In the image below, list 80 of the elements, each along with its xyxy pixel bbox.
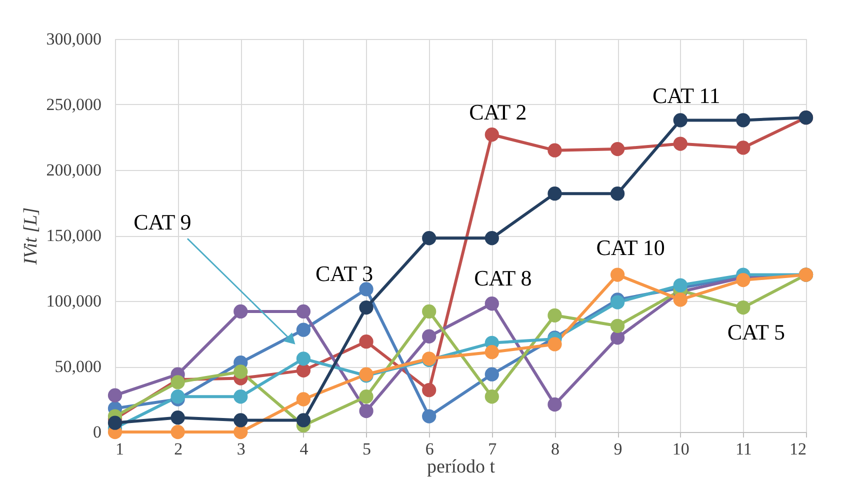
point xyxy=(170,424,185,440)
point xyxy=(296,413,311,428)
point xyxy=(736,272,750,288)
point xyxy=(548,143,562,158)
point xyxy=(673,113,688,128)
point xyxy=(484,390,499,404)
x-axis-title: período t xyxy=(426,456,496,478)
point xyxy=(296,352,311,366)
y-tick-label: 0 xyxy=(93,422,102,442)
x-tick-label: 1 xyxy=(116,440,124,458)
point xyxy=(170,410,185,425)
y-tick-label: 200,000 xyxy=(46,160,102,180)
point xyxy=(108,416,122,430)
series-label: CAT 5 xyxy=(727,320,786,345)
point xyxy=(548,337,562,352)
point xyxy=(108,388,122,402)
x-tick-label: 5 xyxy=(362,440,372,458)
x-tick-label: 3 xyxy=(236,440,246,458)
point xyxy=(484,367,499,382)
point xyxy=(610,295,625,310)
y-tick-label: 250,000 xyxy=(46,95,102,114)
point xyxy=(610,318,625,333)
point xyxy=(422,231,436,246)
point xyxy=(548,397,562,412)
point xyxy=(673,292,688,307)
point xyxy=(359,282,374,296)
series-label: CAT 10 xyxy=(596,234,665,260)
point xyxy=(359,300,374,315)
point xyxy=(548,308,562,322)
point xyxy=(359,390,374,404)
point xyxy=(359,334,374,349)
point xyxy=(610,186,625,201)
point xyxy=(422,304,436,319)
point xyxy=(296,304,311,319)
x-tick-label: 7 xyxy=(488,440,498,458)
series-label: CAT 3 xyxy=(315,261,374,286)
point xyxy=(234,424,248,440)
x-tick-label: 11 xyxy=(735,440,752,458)
x-tick-label: 4 xyxy=(300,440,309,458)
y-axis-title: IVit [L] xyxy=(20,207,42,266)
point xyxy=(296,363,311,378)
x-tick-label: 9 xyxy=(614,440,622,458)
point xyxy=(234,390,248,404)
point xyxy=(610,330,625,345)
point xyxy=(234,413,248,428)
point xyxy=(422,383,436,398)
point xyxy=(234,364,248,379)
point xyxy=(736,113,750,128)
point xyxy=(422,409,436,424)
y-tick-label: 150,000 xyxy=(46,226,102,245)
point xyxy=(736,300,750,315)
x-tick-label: 12 xyxy=(790,440,806,458)
point xyxy=(484,345,499,360)
x-tick-label: 2 xyxy=(174,440,183,458)
point xyxy=(484,128,499,142)
series-label: CAT 2 xyxy=(469,100,527,125)
point xyxy=(548,186,562,201)
series-label: CAT 11 xyxy=(652,83,720,108)
point xyxy=(170,390,185,404)
point xyxy=(610,142,625,156)
point xyxy=(610,268,625,282)
point xyxy=(484,231,499,246)
y-tick-label: 50,000 xyxy=(54,357,102,376)
point xyxy=(736,140,750,155)
point xyxy=(170,375,185,390)
point xyxy=(484,296,499,311)
y-tick-label: 300,000 xyxy=(46,30,102,48)
point xyxy=(673,278,688,292)
y-tick-label: 100,000 xyxy=(46,292,102,310)
x-tick-label: 10 xyxy=(672,440,690,458)
point xyxy=(296,392,311,406)
point xyxy=(422,329,436,344)
point xyxy=(359,404,374,418)
x-tick-label: 8 xyxy=(550,440,560,458)
point xyxy=(673,136,688,151)
text: CAT 9 xyxy=(134,210,192,235)
series-label: CAT 8 xyxy=(474,266,532,291)
point xyxy=(296,322,311,337)
point xyxy=(234,304,248,319)
x-tick-label: 6 xyxy=(425,440,434,458)
